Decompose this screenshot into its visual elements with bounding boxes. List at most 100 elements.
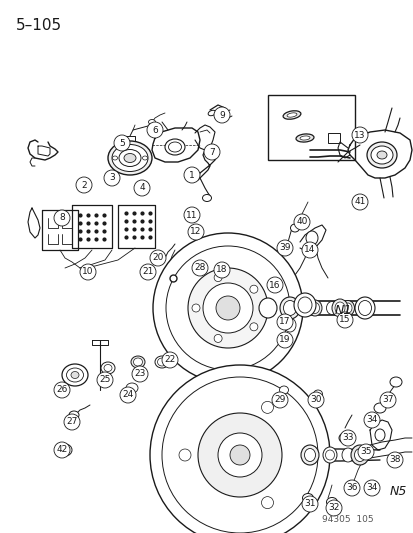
Circle shape: [183, 167, 199, 183]
Text: 13: 13: [354, 131, 365, 140]
Ellipse shape: [341, 301, 354, 316]
Circle shape: [266, 277, 282, 293]
Ellipse shape: [313, 390, 322, 398]
Text: 8: 8: [59, 214, 65, 222]
Text: 6: 6: [152, 125, 157, 134]
Text: 29: 29: [274, 395, 285, 405]
Text: 22: 22: [164, 356, 175, 365]
Circle shape: [183, 207, 199, 223]
Text: 12: 12: [190, 228, 201, 237]
Text: 20: 20: [152, 254, 163, 262]
Ellipse shape: [338, 433, 350, 443]
Text: 33: 33: [342, 433, 353, 442]
Text: 41: 41: [354, 198, 365, 206]
Circle shape: [192, 260, 207, 276]
Circle shape: [214, 107, 230, 123]
Ellipse shape: [370, 146, 392, 164]
Ellipse shape: [126, 383, 138, 393]
Ellipse shape: [350, 445, 368, 465]
Circle shape: [336, 312, 352, 328]
Circle shape: [230, 445, 249, 465]
Circle shape: [339, 430, 355, 446]
Circle shape: [301, 242, 317, 258]
Circle shape: [114, 135, 130, 151]
Circle shape: [214, 334, 222, 342]
Circle shape: [379, 392, 395, 408]
Ellipse shape: [374, 429, 384, 441]
Circle shape: [54, 382, 70, 398]
Circle shape: [192, 304, 199, 312]
Ellipse shape: [157, 358, 166, 366]
Text: 2: 2: [81, 181, 87, 190]
Ellipse shape: [101, 362, 115, 374]
Text: 23: 23: [134, 369, 145, 378]
Circle shape: [363, 412, 379, 428]
Ellipse shape: [71, 372, 79, 378]
Ellipse shape: [305, 231, 317, 245]
Text: 94305  105: 94305 105: [321, 515, 373, 524]
Circle shape: [293, 214, 309, 230]
Ellipse shape: [281, 242, 290, 250]
Circle shape: [54, 442, 70, 458]
Ellipse shape: [286, 113, 296, 117]
Ellipse shape: [283, 318, 295, 332]
Circle shape: [120, 387, 136, 403]
Text: 10: 10: [82, 268, 93, 277]
Circle shape: [153, 233, 302, 383]
Text: 19: 19: [279, 335, 290, 344]
Ellipse shape: [208, 110, 215, 116]
Text: 26: 26: [56, 385, 67, 394]
Text: 17: 17: [279, 318, 290, 327]
Text: 4: 4: [139, 183, 145, 192]
Circle shape: [216, 296, 240, 320]
Text: 5–105: 5–105: [16, 18, 62, 33]
Ellipse shape: [322, 447, 336, 463]
Ellipse shape: [62, 364, 88, 386]
Ellipse shape: [133, 358, 142, 366]
Ellipse shape: [295, 134, 313, 142]
Circle shape: [134, 180, 150, 196]
Ellipse shape: [343, 303, 351, 313]
Ellipse shape: [69, 411, 79, 419]
Ellipse shape: [279, 297, 299, 319]
Ellipse shape: [154, 356, 169, 368]
Text: 1: 1: [189, 171, 195, 180]
Ellipse shape: [62, 447, 68, 453]
Text: 14: 14: [304, 246, 315, 254]
Circle shape: [386, 452, 402, 468]
Ellipse shape: [293, 293, 315, 317]
Text: 35: 35: [359, 448, 371, 456]
Text: 38: 38: [388, 456, 400, 464]
Text: 25: 25: [99, 376, 110, 384]
Text: 3: 3: [109, 174, 114, 182]
Ellipse shape: [58, 444, 72, 456]
Ellipse shape: [354, 297, 374, 319]
Circle shape: [188, 224, 204, 240]
Text: 40: 40: [296, 217, 307, 227]
Ellipse shape: [376, 151, 386, 159]
Circle shape: [202, 283, 252, 333]
Ellipse shape: [373, 403, 385, 413]
Circle shape: [363, 480, 379, 496]
Text: 11: 11: [186, 211, 197, 220]
Ellipse shape: [283, 301, 296, 316]
Ellipse shape: [302, 494, 313, 503]
Bar: [327, 133, 339, 143]
Text: 21: 21: [142, 268, 153, 277]
Circle shape: [150, 250, 166, 266]
Ellipse shape: [326, 497, 337, 506]
Circle shape: [276, 240, 292, 256]
Ellipse shape: [325, 450, 334, 460]
Ellipse shape: [202, 195, 211, 201]
Circle shape: [351, 127, 367, 143]
Text: 15: 15: [338, 316, 350, 325]
Ellipse shape: [304, 448, 315, 462]
Circle shape: [188, 268, 267, 348]
Text: 18: 18: [216, 265, 227, 274]
Circle shape: [161, 377, 317, 533]
Text: 36: 36: [345, 483, 357, 492]
Circle shape: [271, 392, 287, 408]
Ellipse shape: [300, 445, 318, 465]
Ellipse shape: [108, 141, 152, 175]
Ellipse shape: [366, 142, 396, 168]
